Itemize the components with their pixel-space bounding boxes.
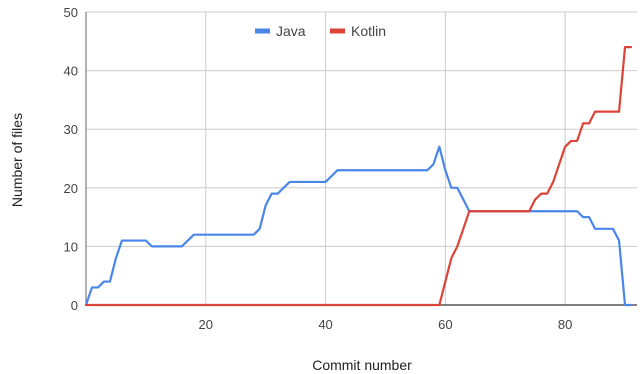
- y-tick-label: 0: [71, 298, 78, 313]
- series-line-kotlin: [84, 46, 633, 307]
- y-tick-label: 30: [64, 122, 78, 137]
- legend-label-java: Java: [276, 23, 306, 39]
- tick-labels: 0 10 20 30 40 50 20 40 60 80: [64, 5, 573, 332]
- y-tick-label: 20: [64, 181, 78, 196]
- x-tick-label: 60: [438, 317, 452, 332]
- x-tick-label: 40: [318, 317, 332, 332]
- y-axis-title: Number of files: [9, 113, 25, 207]
- grid-lines: [86, 11, 637, 305]
- x-tick-label: 20: [199, 317, 213, 332]
- legend-label-kotlin: Kotlin: [351, 23, 386, 39]
- y-tick-label: 50: [64, 5, 78, 20]
- y-tick-label: 10: [64, 239, 78, 254]
- x-axis-title: Commit number: [312, 357, 412, 373]
- y-tick-label: 40: [64, 64, 78, 79]
- axes: [85, 12, 637, 306]
- x-tick-label: 80: [558, 317, 572, 332]
- series-lines: [84, 46, 633, 307]
- legend: Java Kotlin: [255, 23, 386, 39]
- series-line-java: [84, 145, 633, 307]
